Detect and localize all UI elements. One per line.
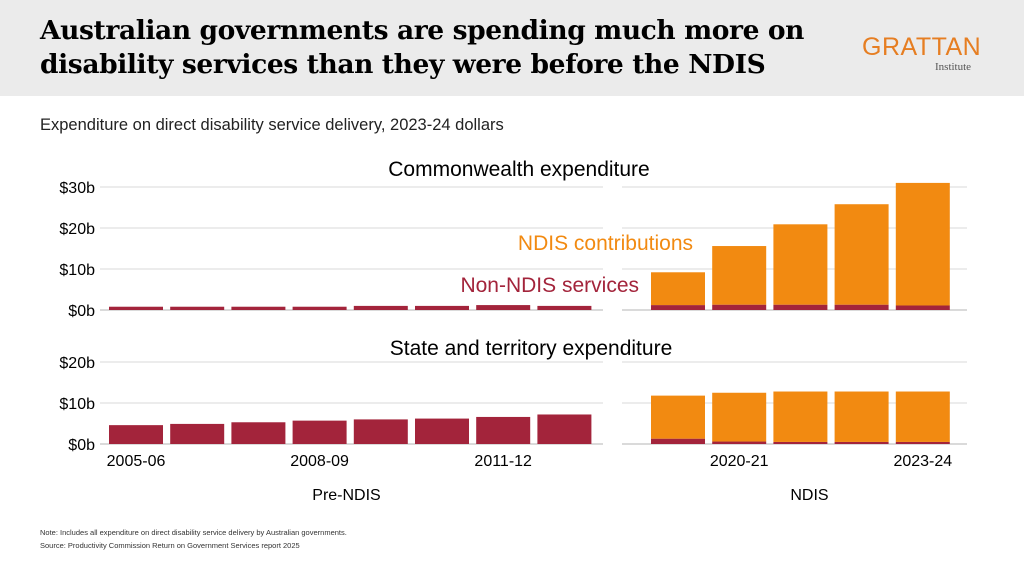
chart-note: Note: Includes all expenditure on direct… xyxy=(40,528,347,537)
y-tick-label: $0b xyxy=(68,437,95,454)
panel-title: Commonwealth expenditure xyxy=(388,158,649,181)
chart-source: Source: Productivity Commission Return o… xyxy=(40,541,300,550)
bar-segment xyxy=(651,438,705,444)
bar-segment xyxy=(834,304,889,310)
panel-label: Pre-NDIS xyxy=(312,487,380,504)
bar-segment xyxy=(231,422,286,444)
bar-segment xyxy=(415,305,469,310)
y-tick-label: $10b xyxy=(59,396,95,413)
bar-segment xyxy=(651,272,705,306)
annotation-non-ndis-services: Non-NDIS services xyxy=(460,274,639,297)
bar-segment xyxy=(895,441,950,444)
x-tick-label: 2005-06 xyxy=(107,453,166,470)
bar-segment xyxy=(712,246,767,305)
bar-segment xyxy=(476,305,531,310)
bar-segment xyxy=(895,305,950,310)
bar-segment xyxy=(231,306,286,310)
bar-segment xyxy=(109,425,163,444)
bar-segment xyxy=(170,306,225,310)
bar-segment xyxy=(712,304,767,310)
bar-segment xyxy=(712,441,767,444)
bar-segment xyxy=(773,304,828,310)
grattan-logo-sub: Institute xyxy=(935,61,972,73)
x-tick-label: 2020-21 xyxy=(710,453,769,470)
bar-segment xyxy=(834,204,889,305)
chart-title: Australian governments are spending much… xyxy=(40,15,805,80)
y-tick-label: $20b xyxy=(59,355,95,372)
annotation-ndis-contributions: NDIS contributions xyxy=(518,232,693,255)
panel-title: State and territory expenditure xyxy=(390,337,673,360)
bar-segment xyxy=(712,392,767,442)
x-tick-label: 2023-24 xyxy=(893,453,952,470)
header-band: Australian governments are spending much… xyxy=(0,0,1024,96)
bar-segment xyxy=(895,391,950,442)
bar-segment xyxy=(353,419,408,444)
y-tick-label: $30b xyxy=(59,180,95,197)
bar-segment xyxy=(476,416,531,444)
bar-segment xyxy=(651,305,705,310)
bar-segment xyxy=(537,414,592,444)
x-tick-label: 2008-09 xyxy=(290,453,349,470)
bar-segment xyxy=(537,305,592,310)
bar-segment xyxy=(170,423,225,444)
y-tick-label: $10b xyxy=(59,262,95,279)
bar-segment xyxy=(109,306,163,310)
bar-segment xyxy=(773,391,828,442)
bar-segment xyxy=(773,441,828,444)
bar-segment xyxy=(773,224,828,305)
chart-subtitle: Expenditure on direct disability service… xyxy=(40,116,504,134)
bar-segment xyxy=(895,182,950,306)
bar-segment xyxy=(415,418,469,444)
bar-segment xyxy=(292,420,347,444)
y-tick-label: $20b xyxy=(59,221,95,238)
bar-segment xyxy=(353,305,408,310)
bar-segment xyxy=(292,306,347,310)
bar-segment xyxy=(834,391,889,442)
bar-segment xyxy=(651,395,705,439)
bar-segment xyxy=(834,441,889,444)
grattan-logo: GRATTAN xyxy=(862,33,982,61)
x-tick-label: 2011-12 xyxy=(474,453,532,470)
y-tick-label: $0b xyxy=(68,303,95,320)
panel-label: NDIS xyxy=(790,487,828,504)
